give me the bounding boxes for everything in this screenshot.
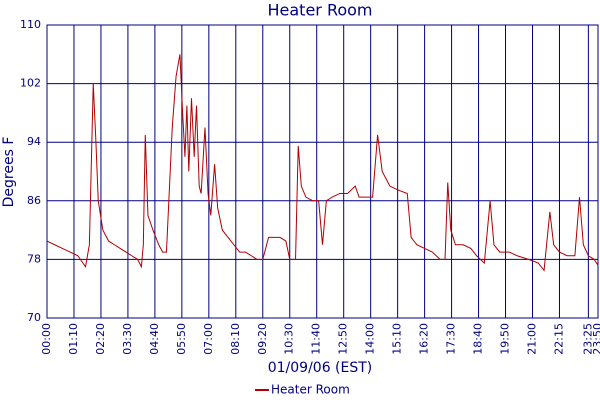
y-tick-label: 70 <box>27 311 41 324</box>
x-tick-label: 23:50 <box>591 323 600 355</box>
x-tick-label: 04:40 <box>148 323 161 355</box>
x-tick-label: 00:00 <box>40 323 53 355</box>
x-tick-label: 21:00 <box>525 323 538 355</box>
y-tick-label: 78 <box>27 252 41 265</box>
x-tick-label: 12:50 <box>337 323 350 355</box>
y-tick-label: 94 <box>27 135 41 148</box>
x-tick-label: 02:20 <box>94 323 107 355</box>
x-tick-label: 01:10 <box>67 323 80 355</box>
y-tick-label: 110 <box>20 18 41 31</box>
x-tick-label: 09:20 <box>256 323 269 355</box>
y-tick-label: 102 <box>20 77 41 90</box>
chart-title: Heater Room <box>267 1 372 20</box>
x-tick-label: 18:40 <box>472 323 485 355</box>
y-tick-label: 86 <box>27 194 41 207</box>
x-tick-label: 10:30 <box>283 323 296 355</box>
x-tick-label: 03:30 <box>121 323 134 355</box>
x-tick-label: 23:25 <box>581 323 594 355</box>
x-tick-label: 17:30 <box>445 323 458 355</box>
x-tick-label: 22:15 <box>552 323 565 355</box>
plot-area <box>46 24 599 319</box>
x-tick-label: 05:50 <box>175 323 188 355</box>
x-tick-label: 07:00 <box>202 323 215 355</box>
x-tick-label: 08:10 <box>229 323 242 355</box>
data-line <box>46 54 599 272</box>
x-tick-label: 16:20 <box>418 323 431 355</box>
y-axis-label: Degrees F <box>1 137 17 208</box>
x-tick-label: 15:10 <box>391 323 404 355</box>
legend-label: Heater Room <box>271 383 350 397</box>
x-tick-label: 11:40 <box>310 323 323 355</box>
x-tick-label: 19:50 <box>499 323 512 355</box>
x-axis-label: 01/09/06 (EST) <box>268 360 373 376</box>
x-tick-label: 14:00 <box>364 323 377 355</box>
